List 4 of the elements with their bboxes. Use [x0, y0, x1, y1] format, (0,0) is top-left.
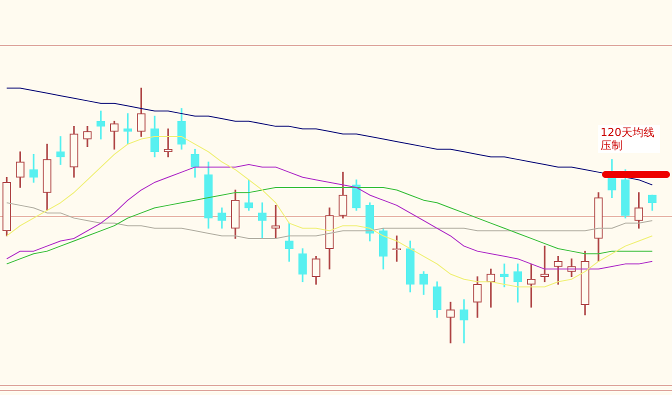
- candlestick: [460, 299, 468, 344]
- annotation: 120天均线压制: [598, 124, 660, 153]
- candlestick: [56, 136, 65, 165]
- candlestick: [446, 302, 455, 344]
